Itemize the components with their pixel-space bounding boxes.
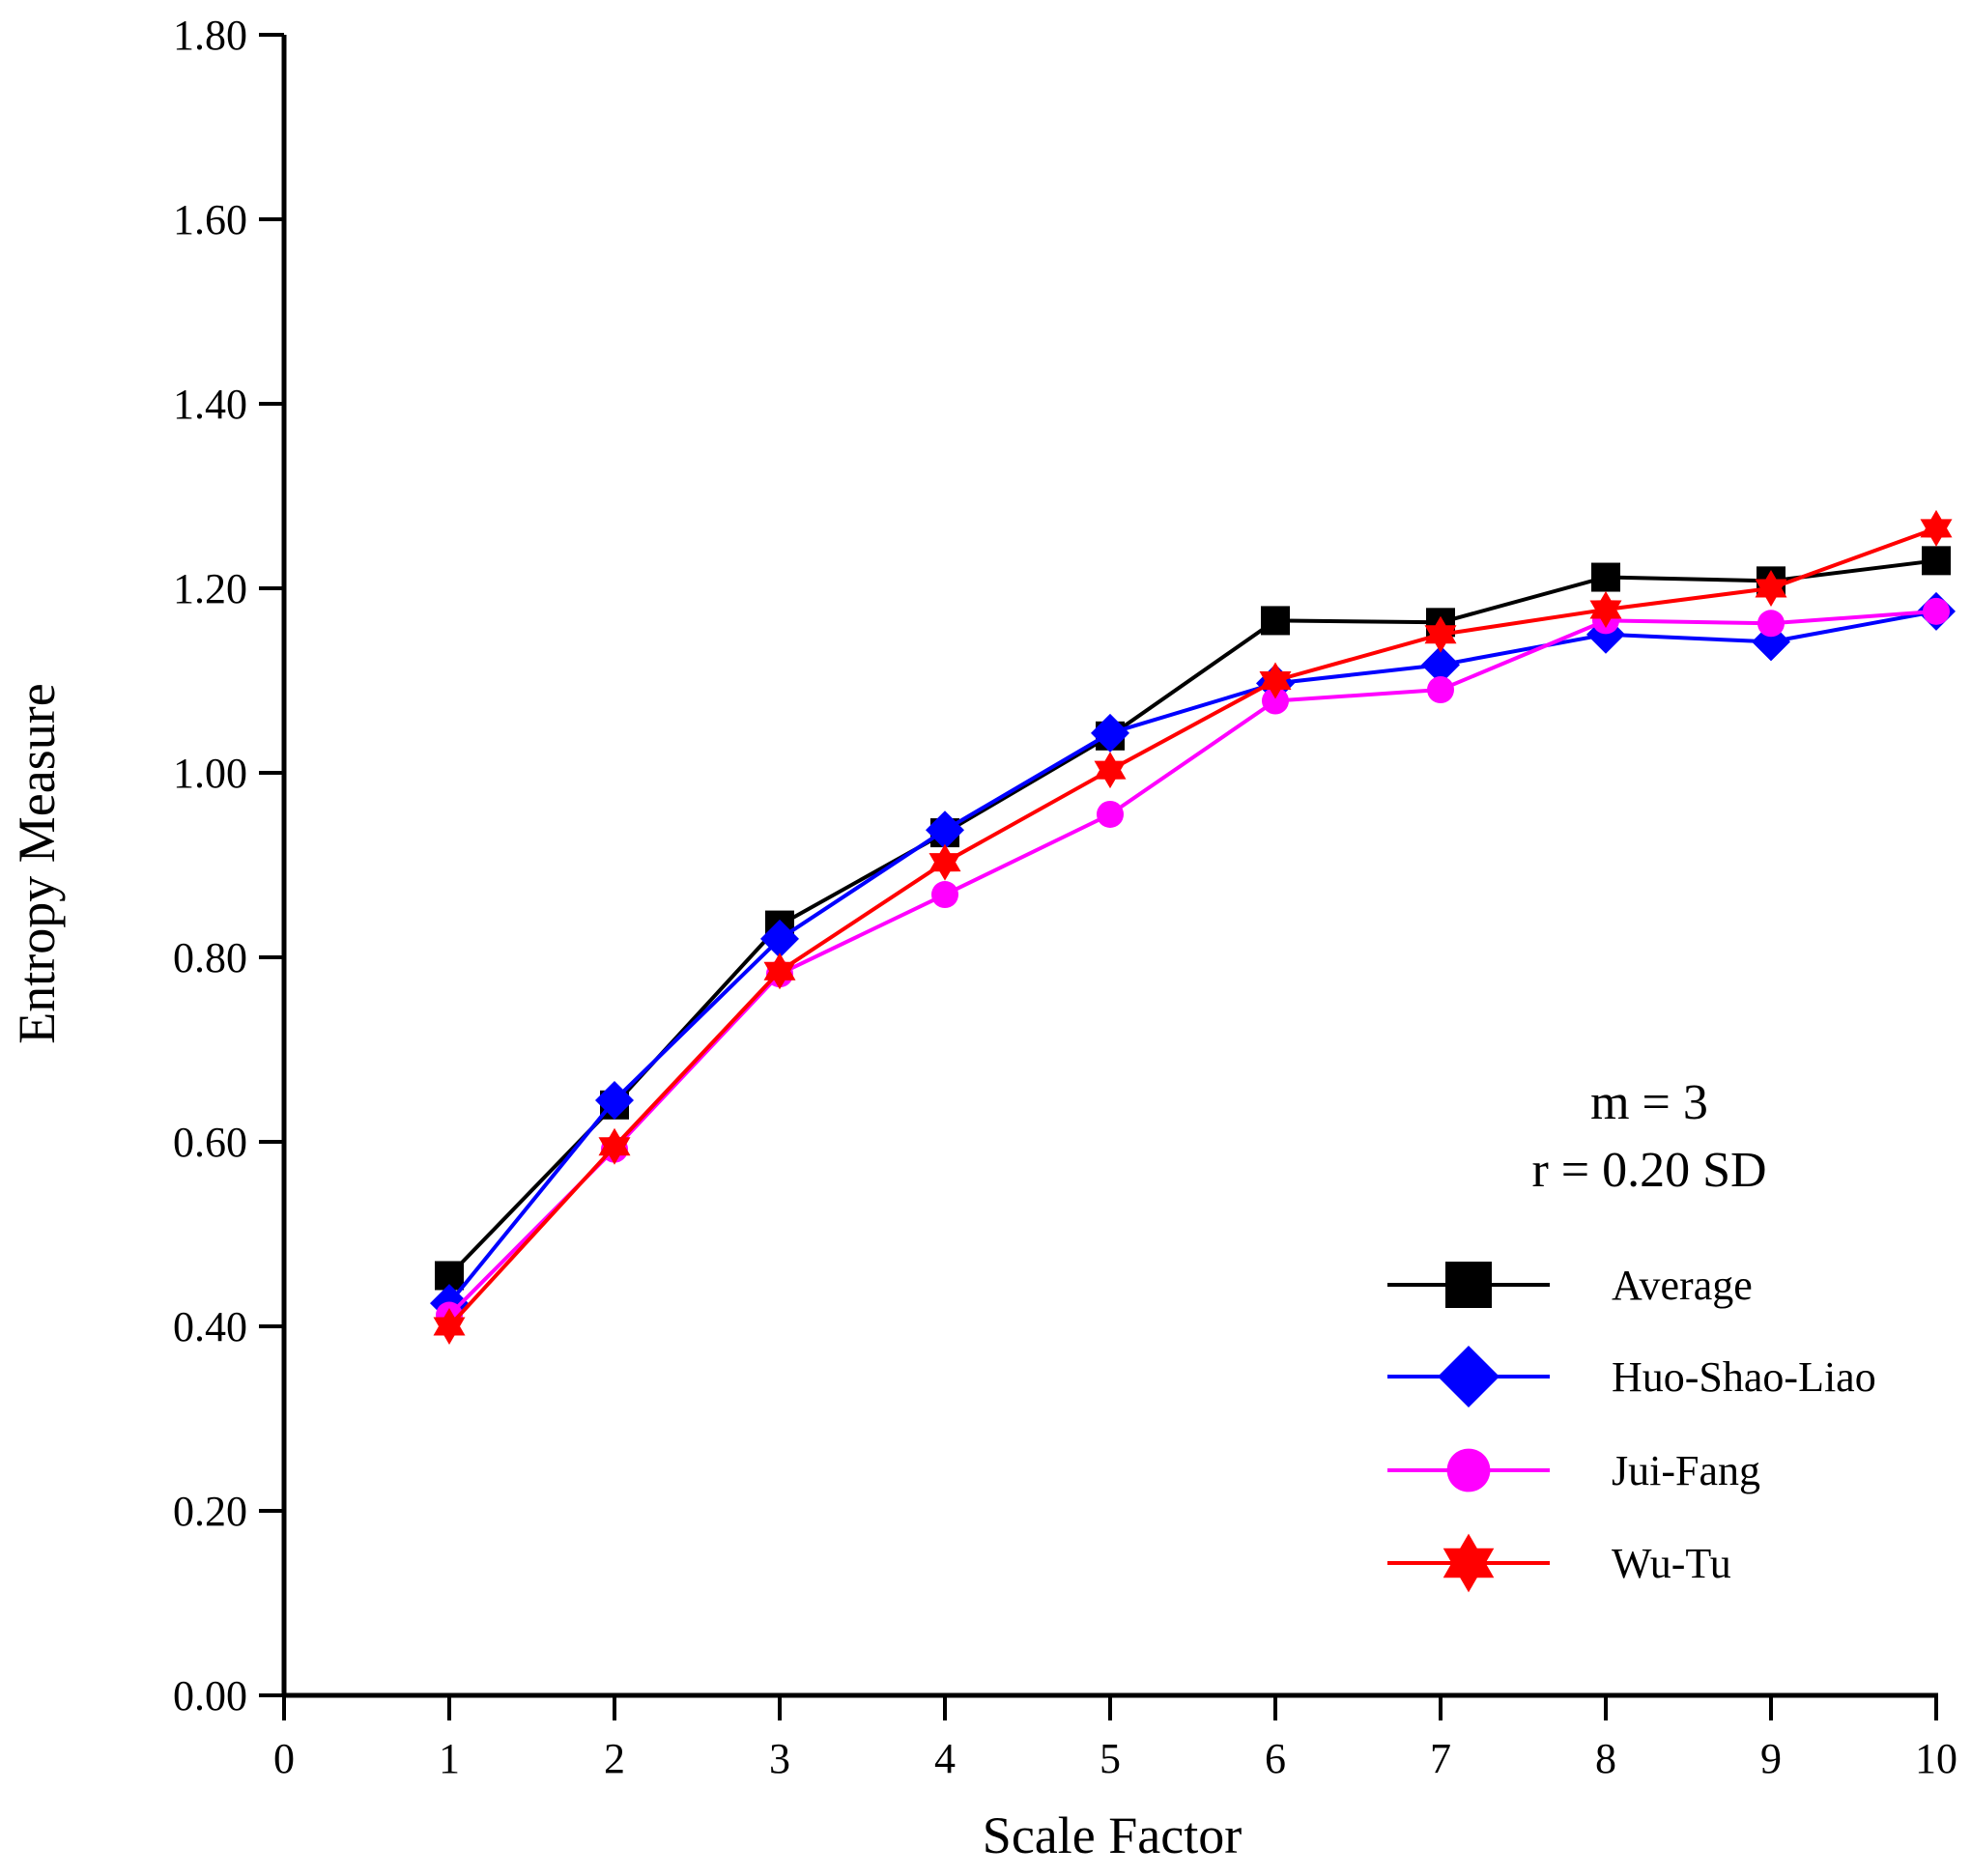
legend-item: Huo-Shao-Liao: [1387, 1346, 1876, 1407]
data-point: [1427, 676, 1454, 704]
legend-item: Average: [1387, 1262, 1753, 1309]
series-line: [447, 558, 1937, 1277]
legend-marker: [1443, 1533, 1495, 1593]
x-tick-label: 5: [1100, 1735, 1121, 1782]
data-point: [1589, 591, 1622, 628]
legend-marker: [1445, 1262, 1492, 1308]
y-tick-label: 1.20: [173, 565, 247, 612]
annotation-r: r = 0.20 SD: [1531, 1143, 1766, 1198]
legend-label: Average: [1612, 1262, 1753, 1309]
series-line: [447, 609, 1937, 1305]
legend-label: Wu-Tu: [1612, 1540, 1731, 1587]
legend-label: Jui-Fang: [1612, 1447, 1760, 1494]
y-tick-label: 0.80: [173, 934, 247, 981]
data-point: [1097, 800, 1124, 828]
legend: Average Huo-Shao-Liao Jui-Fang Wu-Tu: [1387, 1262, 1876, 1593]
legend-item: Jui-Fang: [1387, 1447, 1760, 1494]
x-tick-label: 2: [604, 1735, 625, 1782]
x-tick-label: 7: [1430, 1735, 1451, 1782]
data-point: [1755, 570, 1787, 607]
data-point: [931, 881, 958, 909]
x-tick-label: 0: [273, 1735, 295, 1782]
x-tick-label: 9: [1760, 1735, 1782, 1782]
data-point: [1757, 610, 1785, 638]
y-tick-label: 1.80: [173, 12, 247, 59]
x-tick-label: 1: [439, 1735, 460, 1782]
series-line: [447, 526, 1937, 1328]
series-wu-tu: [433, 509, 1953, 1345]
annotation-m: m = 3: [1590, 1075, 1708, 1130]
legend-label: Huo-Shao-Liao: [1612, 1353, 1876, 1401]
data-point: [1094, 752, 1127, 789]
data-point: [1424, 615, 1457, 653]
series-line: [447, 609, 1937, 1317]
data-point: [1421, 645, 1460, 685]
x-tick-label: 6: [1265, 1735, 1286, 1782]
y-tick-label: 1.60: [173, 196, 247, 243]
data-point: [760, 919, 799, 958]
series-layer: [430, 509, 1956, 1345]
data-point: [1261, 606, 1290, 636]
y-tick-label: 1.40: [173, 381, 247, 428]
y-tick-label: 0.60: [173, 1119, 247, 1166]
axes: 0.00 0.20 0.40 0.60 0.80 1.00 1.20 1.40 1.60 1.80…: [173, 12, 1957, 1782]
data-point: [926, 810, 964, 850]
series-huo-shao-liao: [430, 591, 1956, 1323]
data-point: [763, 952, 796, 990]
data-point: [1259, 662, 1292, 699]
x-tick-label: 3: [769, 1735, 790, 1782]
x-tick-label: 10: [1915, 1735, 1957, 1782]
x-tick-label: 8: [1595, 1735, 1616, 1782]
data-point: [433, 1308, 466, 1345]
data-point: [1262, 687, 1289, 715]
y-tick-label: 0.20: [173, 1488, 247, 1535]
legend-marker: [1446, 1448, 1491, 1492]
data-point: [595, 1081, 634, 1121]
y-tick-label: 0.00: [173, 1672, 247, 1720]
data-point: [1920, 509, 1953, 547]
legend-item: Wu-Tu: [1387, 1533, 1731, 1593]
y-axis-title: Entropy Measure: [8, 683, 66, 1043]
data-point: [928, 843, 961, 881]
y-tick-label: 1.00: [173, 750, 247, 797]
data-point: [1922, 546, 1951, 576]
legend-marker: [1438, 1346, 1500, 1407]
data-point: [1091, 713, 1129, 753]
data-point: [1923, 597, 1950, 625]
x-axis-title: Scale Factor: [983, 1806, 1242, 1864]
x-tick-label: 4: [934, 1735, 956, 1782]
y-tick-label: 0.40: [173, 1303, 247, 1350]
data-point: [598, 1127, 631, 1165]
data-point: [1591, 562, 1620, 592]
